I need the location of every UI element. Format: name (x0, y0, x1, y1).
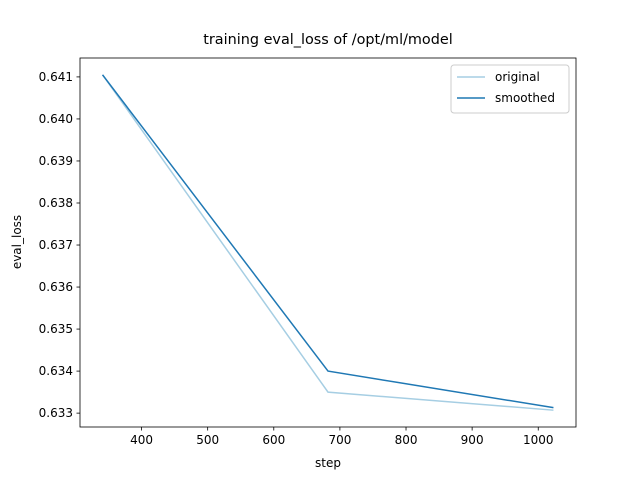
x-axis-label: step (315, 456, 341, 470)
y-tick-label: 0.635 (39, 322, 73, 336)
legend-label: smoothed (495, 91, 555, 105)
y-axis-label: eval_loss (10, 215, 24, 269)
series-line (101, 74, 554, 411)
x-tick-label: 500 (196, 433, 219, 447)
y-tick-label: 0.639 (39, 154, 73, 168)
x-tick-label: 800 (395, 433, 418, 447)
plot-frame (79, 57, 577, 428)
series-line (101, 74, 554, 409)
x-tick-label: 1000 (523, 433, 554, 447)
y-tick-label: 0.637 (39, 238, 73, 252)
legend-label: original (495, 70, 540, 84)
y-tick-label: 0.641 (39, 70, 73, 84)
y-tick-label: 0.640 (39, 112, 73, 126)
x-tick-label: 400 (130, 433, 153, 447)
y-tick-label: 0.633 (39, 406, 73, 420)
y-tick-label: 0.636 (39, 280, 73, 294)
x-tick-label: 900 (461, 433, 484, 447)
y-tick-label: 0.634 (39, 364, 73, 378)
x-tick-label: 600 (262, 433, 285, 447)
chart-title: training eval_loss of /opt/ml/model (203, 32, 452, 48)
y-tick-label: 0.638 (39, 196, 73, 210)
x-tick-label: 700 (328, 433, 351, 447)
